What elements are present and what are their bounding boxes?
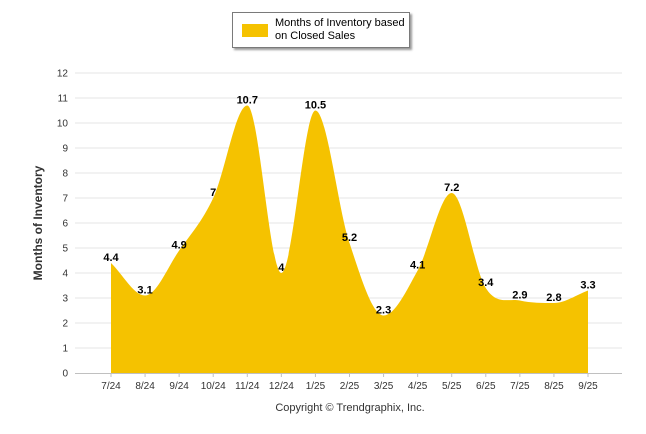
x-tick-label: 7/25	[510, 381, 530, 392]
data-label: 4.9	[171, 240, 186, 252]
x-tick-label: 9/24	[169, 381, 189, 392]
x-tick-label: 5/25	[442, 381, 462, 392]
legend: Months of Inventory based on Closed Sale…	[232, 12, 410, 48]
x-tick-label: 3/25	[374, 381, 394, 392]
y-tick-label: 6	[62, 219, 68, 230]
y-tick-label: 3	[62, 294, 68, 305]
data-label: 2.8	[546, 292, 561, 304]
data-label: 10.7	[237, 95, 258, 107]
x-tick-label: 12/24	[269, 381, 294, 392]
legend-label: Months of Inventory based on Closed Sale…	[275, 17, 405, 42]
x-tick-label: 9/25	[578, 381, 598, 392]
data-label: 2.9	[512, 290, 527, 302]
x-tick-label: 11/24	[235, 381, 260, 392]
y-tick-label: 9	[62, 144, 68, 155]
data-label: 7	[210, 187, 216, 199]
y-tick-label: 7	[62, 194, 68, 205]
y-tick-label: 12	[57, 69, 69, 80]
x-axis-ticks: 7/24 8/24 9/24 10/24 11/24 12/24 1/25 2/25 3/25 4…	[101, 373, 598, 392]
data-label: 10.5	[305, 100, 326, 112]
y-tick-label: 0	[62, 369, 68, 380]
data-label: 3.1	[137, 285, 152, 297]
data-label: 7.2	[444, 182, 459, 194]
y-tick-label: 11	[58, 94, 69, 105]
x-tick-label: 10/24	[201, 381, 226, 392]
y-tick-label: 8	[62, 169, 68, 180]
x-tick-label: 7/24	[101, 381, 121, 392]
data-labels: 4.4 3.1 4.9 7 10.7 4 10.5 5.2 2.3 4.1 7.2 3.4 2.9 2.8…	[103, 95, 595, 317]
data-label: 2.3	[376, 305, 391, 317]
y-tick-label: 4	[62, 269, 68, 280]
area-series	[111, 105, 588, 373]
y-tick-label: 5	[62, 244, 68, 255]
data-label: 3.4	[478, 277, 494, 289]
data-label: 4.1	[410, 260, 425, 272]
x-tick-label: 2/25	[340, 381, 360, 392]
data-label: 4.4	[103, 252, 119, 264]
x-tick-label: 8/24	[135, 381, 155, 392]
data-label: 4	[278, 262, 285, 274]
y-axis-title: Months of Inventory	[31, 165, 45, 280]
data-label: 3.3	[580, 280, 595, 292]
y-tick-label: 10	[57, 119, 69, 130]
y-tick-label: 1	[62, 344, 68, 355]
legend-swatch	[242, 24, 268, 37]
x-tick-label: 1/25	[306, 381, 326, 392]
x-tick-label: 4/25	[408, 381, 428, 392]
copyright-footer: Copyright © Trendgraphix, Inc.	[275, 402, 425, 414]
x-tick-label: 6/25	[476, 381, 496, 392]
x-tick-label: 8/25	[544, 381, 564, 392]
data-label: 5.2	[342, 232, 357, 244]
y-tick-label: 2	[62, 319, 68, 330]
